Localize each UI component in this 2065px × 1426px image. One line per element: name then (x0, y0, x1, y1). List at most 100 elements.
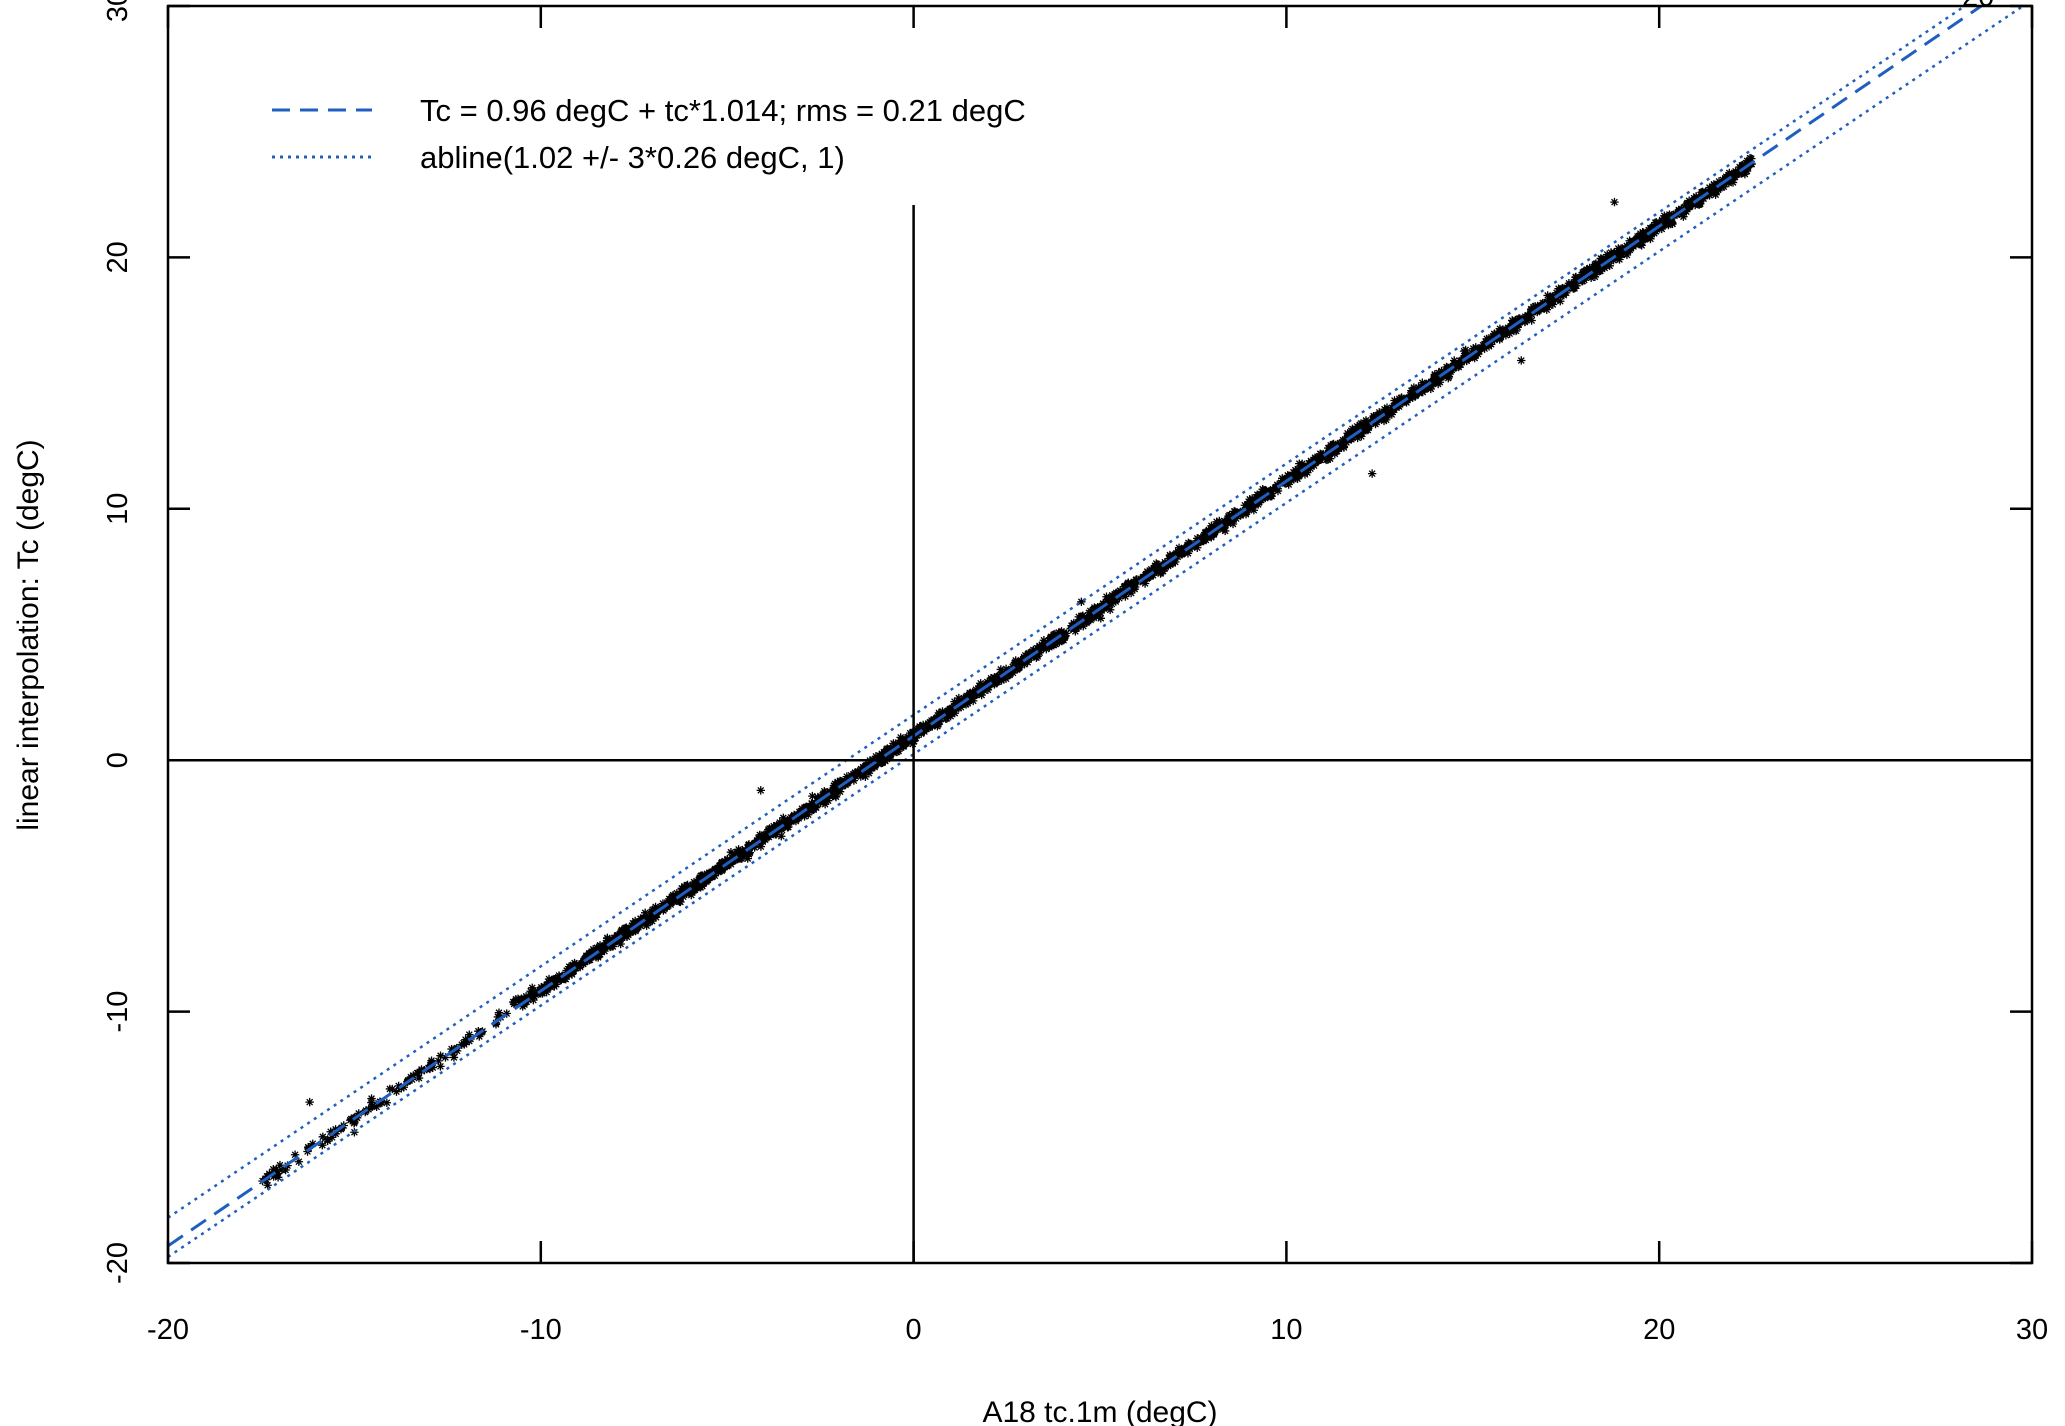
data-point (777, 825, 787, 835)
data-point (595, 941, 605, 950)
x-tick-label: -10 (520, 1314, 562, 1346)
data-point (969, 696, 978, 706)
data-point (574, 960, 584, 969)
y-axis-title: linear interpolation: Tc (degC) (12, 439, 45, 830)
data-point (651, 902, 660, 912)
data-point (1442, 362, 1451, 372)
data-point (1726, 171, 1736, 180)
data-point (527, 988, 537, 997)
data-point (1343, 429, 1352, 438)
data-point (1156, 561, 1166, 571)
data-point (1029, 645, 1038, 655)
data-point (823, 796, 833, 805)
data-point (1580, 275, 1589, 285)
y-tick-label: -10 (102, 991, 134, 1033)
data-point (1276, 479, 1285, 488)
data-point (977, 690, 986, 700)
data-point (585, 955, 595, 965)
data-point (364, 1105, 373, 1114)
data-point (1511, 326, 1521, 336)
data-point (728, 853, 737, 863)
data-point (1714, 177, 1724, 186)
data-point (1571, 272, 1581, 282)
data-point (683, 880, 692, 890)
data-point (826, 787, 835, 797)
data-point (1545, 301, 1554, 311)
data-point (996, 665, 1005, 674)
data-point (1015, 658, 1025, 667)
data-point (695, 880, 704, 889)
plot-frame (166, 4, 2034, 1265)
data-point (262, 1172, 272, 1181)
data-point (1079, 621, 1088, 631)
data-point (1001, 664, 1011, 674)
data-point (1265, 487, 1274, 496)
data-point (1102, 592, 1111, 601)
data-point (716, 865, 726, 874)
data-point (1147, 566, 1156, 575)
data-point (1605, 251, 1615, 260)
data-point (434, 1056, 443, 1066)
data-point (1609, 255, 1618, 265)
data-point (864, 768, 874, 778)
data-point (816, 798, 825, 808)
data-point (1035, 648, 1044, 657)
data-point (809, 805, 818, 814)
data-point (1332, 446, 1342, 456)
data-point (688, 884, 697, 894)
x-tick-label: 0 (906, 1314, 922, 1346)
data-point (305, 1097, 314, 1107)
data-point (1096, 614, 1105, 623)
data-point (1543, 291, 1552, 300)
data-point (1215, 516, 1224, 526)
data-point (1352, 422, 1362, 431)
data-point (1285, 472, 1294, 481)
data-point (771, 830, 780, 839)
data-point (603, 936, 613, 945)
data-point (417, 1065, 426, 1074)
data-point (1699, 194, 1708, 203)
data-point (1738, 166, 1748, 176)
data-point (1128, 581, 1137, 590)
data-point (1492, 330, 1501, 339)
data-point (1394, 402, 1404, 411)
data-point (793, 813, 802, 823)
data-point (1603, 250, 1612, 259)
data-point (1379, 416, 1389, 426)
data-point (1433, 379, 1443, 389)
data-point (1475, 347, 1484, 356)
data-point (675, 897, 684, 906)
data-point (1046, 633, 1055, 643)
data-point (933, 721, 942, 731)
data-point (462, 1037, 471, 1047)
data-point (1096, 608, 1105, 618)
data-point (1429, 374, 1439, 383)
data-point (1359, 423, 1368, 433)
data-point (1735, 162, 1744, 172)
data-point (738, 845, 747, 855)
data-point (1289, 468, 1298, 477)
data-point (891, 739, 900, 748)
data-point (427, 1056, 436, 1065)
data-point (551, 975, 560, 984)
data-point (642, 921, 651, 930)
data-point (995, 674, 1004, 684)
data-point (1650, 229, 1659, 238)
data-point (1490, 329, 1499, 338)
data-point (399, 1082, 409, 1092)
data-point (912, 725, 921, 734)
data-point (529, 995, 538, 1005)
data-point (1578, 268, 1587, 277)
data-point (428, 1063, 437, 1072)
data-point (1548, 300, 1557, 309)
data-point (615, 937, 624, 947)
data-point (667, 893, 677, 903)
corner-label: 20 (1962, 0, 1994, 13)
data-point (1193, 543, 1202, 552)
data-point (1348, 433, 1357, 443)
data-point (616, 939, 625, 949)
data-point (1293, 465, 1303, 474)
data-point (272, 1170, 281, 1179)
data-point (636, 921, 646, 931)
data-point (367, 1102, 377, 1111)
